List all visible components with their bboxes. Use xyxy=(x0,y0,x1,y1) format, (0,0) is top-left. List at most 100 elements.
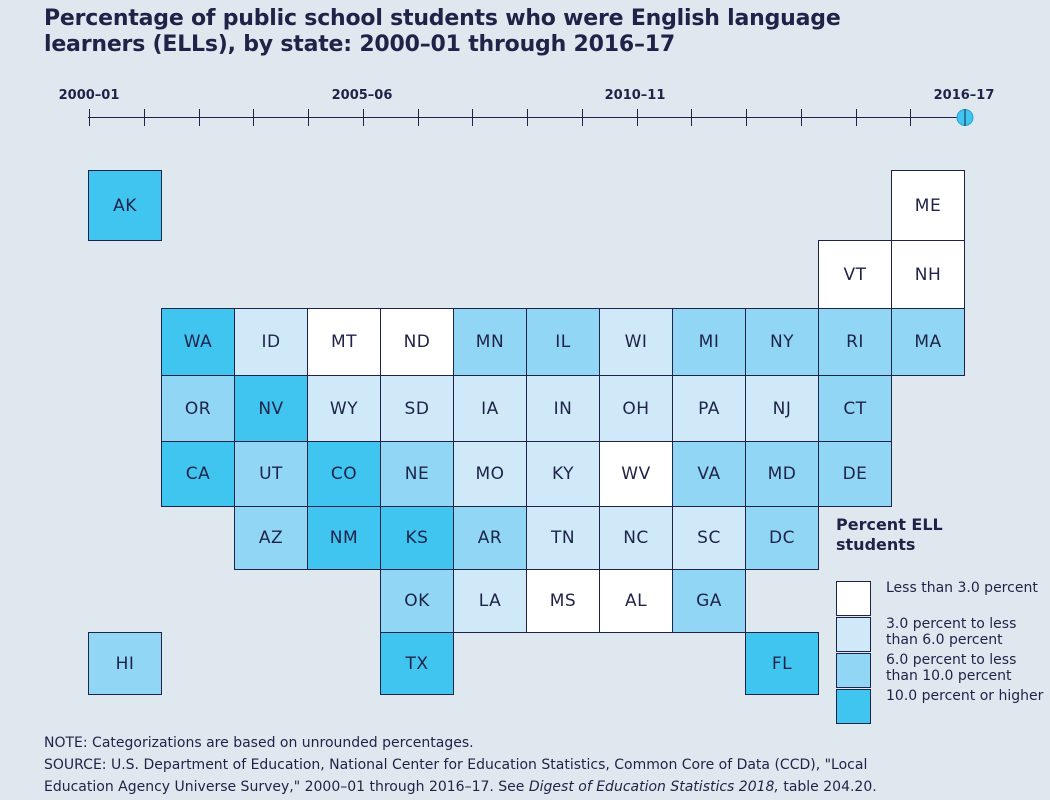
legend-label: 3.0 percent to less than 6.0 percent xyxy=(886,616,1017,648)
timeline-tick[interactable] xyxy=(581,109,583,126)
state-label: WV xyxy=(621,464,651,484)
timeline-tick[interactable] xyxy=(253,109,255,126)
state-label: OK xyxy=(404,591,430,611)
timeline-label-2016-17: 2016–17 xyxy=(933,88,995,103)
state-label: AR xyxy=(477,528,503,548)
state-label: KY xyxy=(552,464,574,484)
state-label: SD xyxy=(404,398,430,419)
state-label: ID xyxy=(261,332,281,352)
state-tile-la: LA xyxy=(453,569,527,633)
timeline-tick[interactable] xyxy=(527,109,528,126)
timeline-tick[interactable] xyxy=(198,109,200,126)
state-label: AL xyxy=(624,591,648,611)
state-tile-ar: AR xyxy=(453,506,527,570)
legend-title: Percent ELL students xyxy=(836,515,943,554)
state-label: MA xyxy=(914,332,942,352)
timeline-tick[interactable] xyxy=(362,109,364,126)
state-label: PA xyxy=(698,398,720,419)
timeline-tick[interactable] xyxy=(855,109,857,126)
state-tile-tn: TN xyxy=(526,506,600,570)
state-tile-nd: ND xyxy=(380,308,454,376)
state-label: NV xyxy=(258,398,284,419)
state-tile-ut: UT xyxy=(234,441,308,507)
state-tile-sd: SD xyxy=(380,375,454,442)
state-tile-ky: KY xyxy=(526,441,600,507)
state-label: WA xyxy=(183,332,213,352)
timeline-tick[interactable] xyxy=(89,109,90,126)
state-tile-wv: WV xyxy=(599,441,673,507)
timeline-tick[interactable] xyxy=(308,109,309,126)
timeline-tick[interactable] xyxy=(691,109,693,126)
year-timeline[interactable]: 2000–01 2005–06 2010–11 2016–17 xyxy=(0,80,1050,140)
timeline-tick[interactable] xyxy=(746,109,747,126)
state-tile-or: OR xyxy=(161,375,235,442)
state-label: CT xyxy=(843,398,867,419)
state-tile-mi: MI xyxy=(672,308,746,376)
state-label: LA xyxy=(478,591,502,611)
state-tile-ga: GA xyxy=(672,569,746,633)
state-label: HI xyxy=(115,653,135,674)
state-tile-id: ID xyxy=(234,308,308,376)
state-label: VA xyxy=(697,464,721,484)
state-tile-hi: HI xyxy=(88,632,162,695)
state-label: IA xyxy=(481,398,499,419)
timeline-tick[interactable] xyxy=(910,109,912,126)
state-tile-ca: CA xyxy=(161,441,235,507)
state-tile-nh: NH xyxy=(891,240,965,309)
timeline-label-2010-11: 2010–11 xyxy=(604,88,666,103)
state-label: CA xyxy=(185,464,211,484)
state-tile-ok: OK xyxy=(380,569,454,633)
state-label: DC xyxy=(769,528,795,548)
state-tile-nj: NJ xyxy=(745,375,819,442)
state-tile-nm: NM xyxy=(307,506,381,570)
state-tile-pa: PA xyxy=(672,375,746,442)
legend-item: Less than 3.0 percent xyxy=(836,580,1046,617)
state-label: MN xyxy=(475,332,505,352)
state-label: IL xyxy=(555,332,571,352)
timeline-tick[interactable] xyxy=(143,109,145,126)
timeline-selected-marker[interactable] xyxy=(956,109,974,126)
legend-swatch xyxy=(836,689,871,724)
legend-label: Less than 3.0 percent xyxy=(886,580,1038,596)
state-tile-dc: DC xyxy=(745,506,819,570)
state-label: NE xyxy=(404,464,430,484)
state-tile-tx: TX xyxy=(380,632,454,695)
state-label: SC xyxy=(697,528,721,548)
state-tile-ne: NE xyxy=(380,441,454,507)
state-tile-md: MD xyxy=(745,441,819,507)
digest-title: Digest of Education Statistics 2018, xyxy=(528,779,779,795)
legend-label: 6.0 percent to less than 10.0 percent xyxy=(886,652,1017,684)
timeline-tick[interactable] xyxy=(636,109,638,126)
timeline-axis xyxy=(88,117,964,118)
state-tile-al: AL xyxy=(599,569,673,633)
timeline-tick[interactable] xyxy=(417,109,419,126)
state-tile-nc: NC xyxy=(599,506,673,570)
state-tile-nv: NV xyxy=(234,375,308,442)
state-tile-va: VA xyxy=(672,441,746,507)
state-tile-sc: SC xyxy=(672,506,746,570)
timeline-tick[interactable] xyxy=(472,109,474,126)
timeline-tick[interactable] xyxy=(800,109,802,126)
state-label: FL xyxy=(771,653,793,674)
state-label: MI xyxy=(698,332,720,352)
state-tile-wy: WY xyxy=(307,375,381,442)
legend-item: 10.0 percent or higher xyxy=(836,688,1046,725)
state-label: MO xyxy=(475,464,505,484)
state-label: WY xyxy=(329,398,359,419)
legend-swatch xyxy=(836,617,871,652)
state-tile-in: IN xyxy=(526,375,600,442)
state-label: GA xyxy=(696,591,722,611)
state-label: IN xyxy=(553,398,573,419)
state-label: VT xyxy=(843,264,867,285)
state-tile-vt: VT xyxy=(818,240,892,309)
state-label: NC xyxy=(623,528,649,548)
state-label: NY xyxy=(769,332,795,352)
state-tile-ks: KS xyxy=(380,506,454,570)
timeline-label-2000-01: 2000–01 xyxy=(58,88,120,103)
state-tile-ct: CT xyxy=(818,375,892,442)
state-tile-mt: MT xyxy=(307,308,381,376)
state-tile-ms: MS xyxy=(526,569,600,633)
state-label: RI xyxy=(846,332,864,352)
state-tile-ma: MA xyxy=(891,308,965,376)
